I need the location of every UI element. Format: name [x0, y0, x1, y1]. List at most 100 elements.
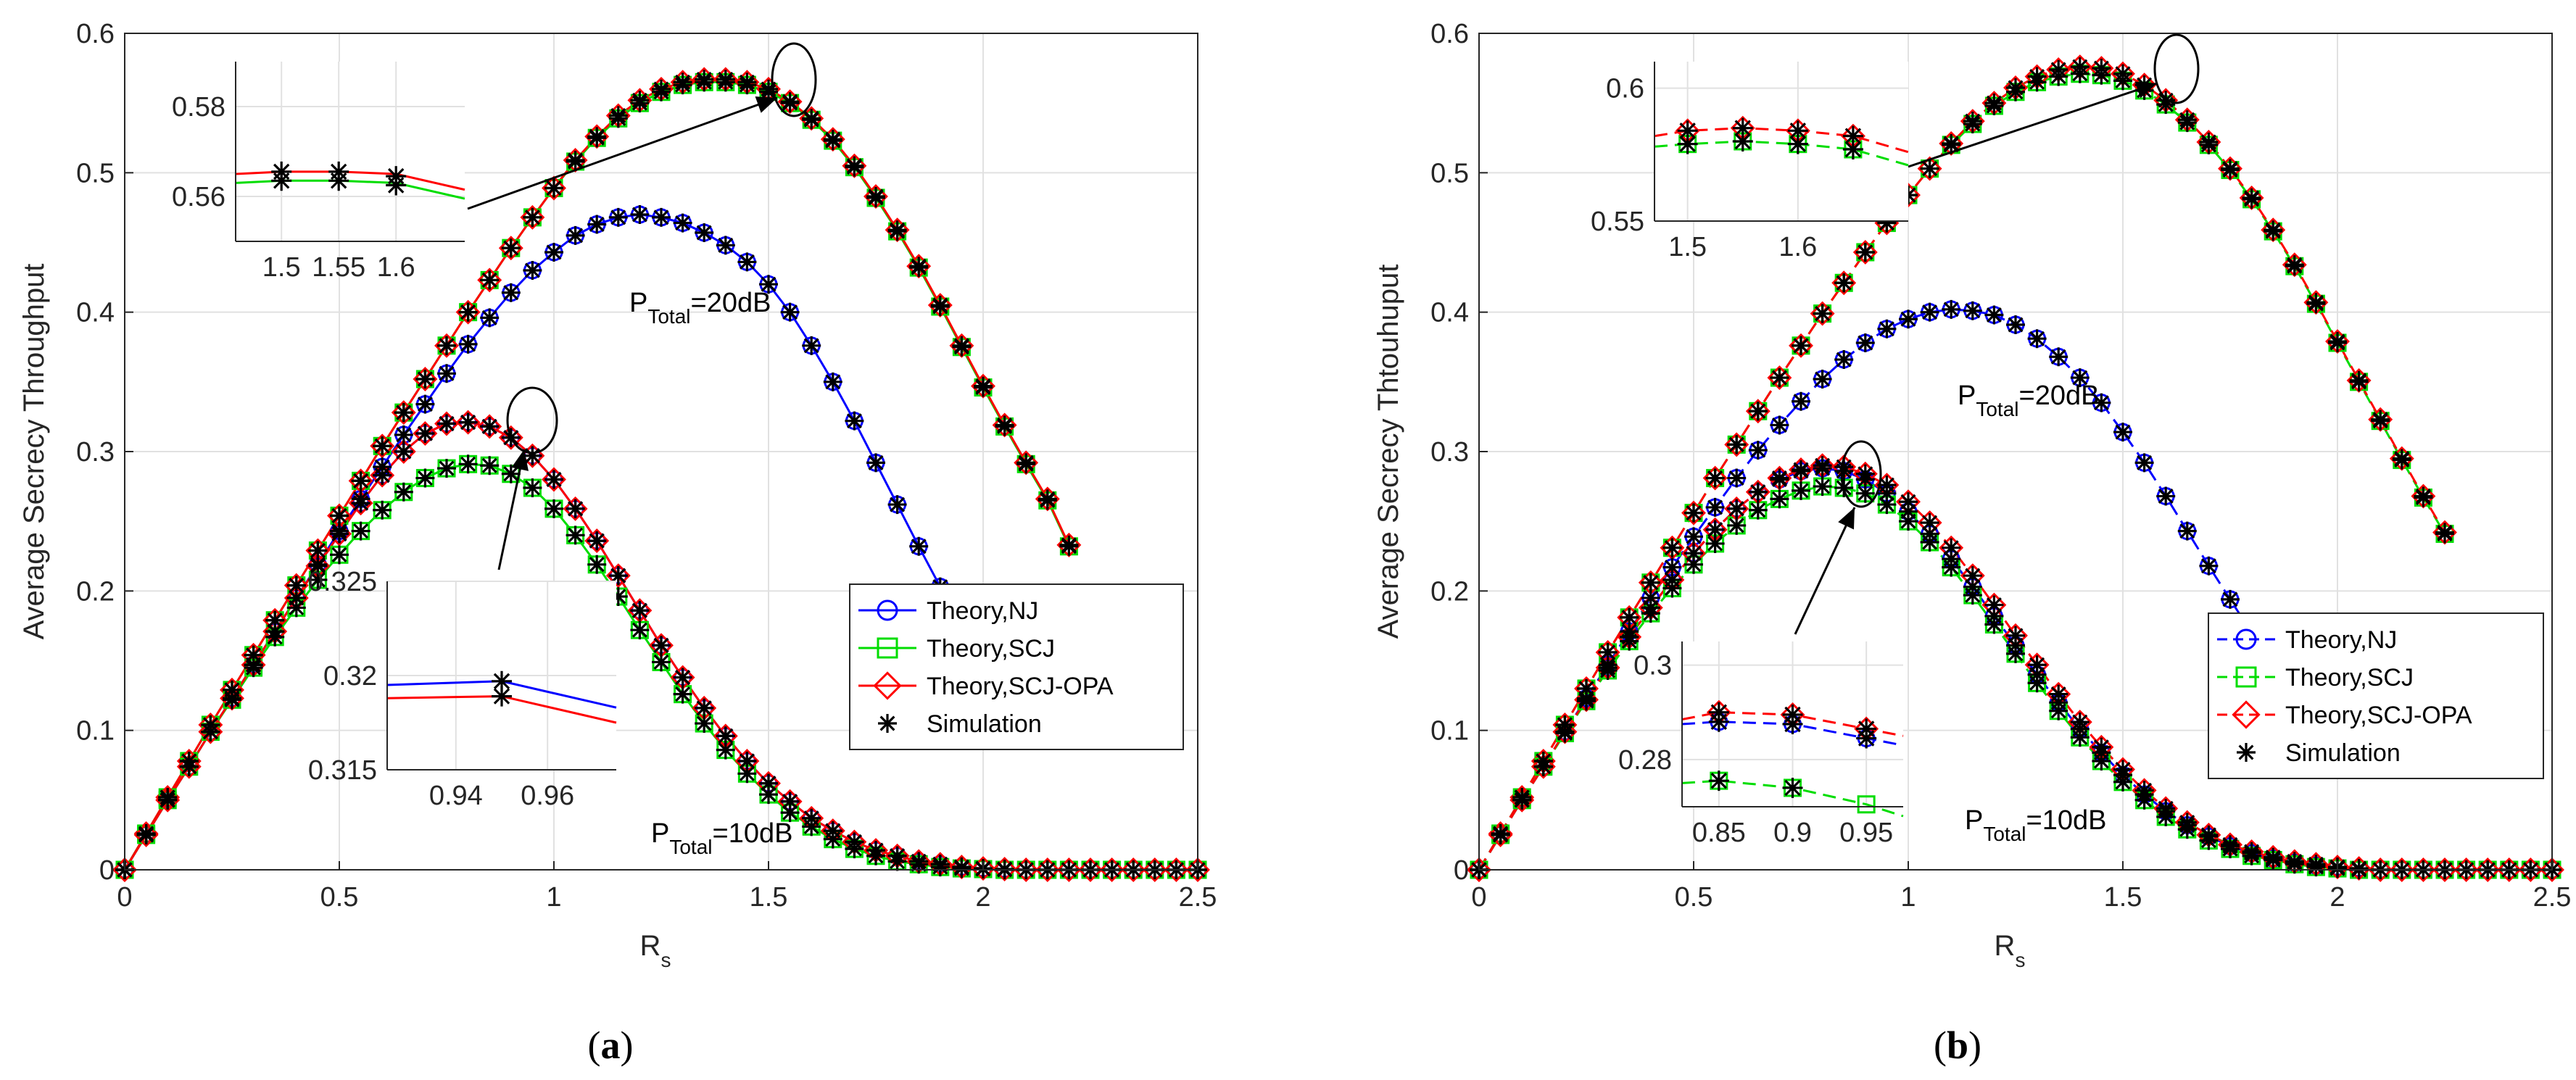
simulation-point — [2156, 486, 2176, 506]
y-tick-label: 0.3 — [1430, 437, 1469, 468]
simulation-point — [716, 70, 735, 89]
simulation-point — [2070, 728, 2090, 747]
data-point-diamond — [1702, 465, 1728, 491]
data-point-diamond — [133, 822, 159, 847]
simulation-point — [480, 308, 500, 328]
simulation-point — [866, 453, 885, 473]
simulation-point — [1877, 495, 1897, 515]
y-tick-label: 0 — [1454, 855, 1469, 886]
data-point-diamond — [992, 857, 1017, 882]
inset-x-tick-label: 0.94 — [429, 781, 483, 811]
simulation-point — [2349, 859, 2369, 878]
simulation-point — [523, 207, 542, 227]
simulation-point — [1963, 301, 1982, 320]
y-tick-label: 0.4 — [1430, 298, 1469, 328]
simulation-point — [1727, 499, 1747, 518]
inset-x-tick-label: 0.85 — [1692, 818, 1746, 848]
simulation-point — [2414, 486, 2433, 506]
data-point-diamond — [176, 754, 202, 779]
inset-simulation-point — [1732, 117, 1753, 138]
simulation-point — [909, 852, 929, 871]
x-tick-label: 1.5 — [2104, 882, 2142, 913]
data-point-diamond — [1810, 301, 1835, 326]
simulation-point — [1792, 336, 1810, 355]
simulation-point — [1877, 475, 1897, 495]
simulation-point — [2199, 825, 2219, 844]
legend-marker — [2235, 666, 2257, 688]
data-point-diamond — [391, 439, 416, 464]
simulation-point — [2113, 423, 2132, 442]
simulation-point — [2049, 701, 2068, 720]
simulation-point — [1920, 302, 1939, 322]
simulation-point — [2177, 813, 2197, 832]
simulation-point — [394, 482, 413, 502]
simulation-point — [1984, 94, 2004, 113]
data-point-diamond — [370, 433, 395, 459]
simulation-point — [523, 478, 542, 498]
simulation-point — [437, 414, 456, 433]
simulation-point — [673, 684, 692, 704]
simulation-point — [995, 415, 1014, 435]
simulation-point — [2242, 188, 2261, 207]
simulation-point — [179, 757, 199, 776]
data-point-diamond — [2540, 857, 2564, 882]
data-point-diamond — [1185, 857, 1210, 882]
simulation-point — [415, 394, 435, 414]
y-tick-label: 0.5 — [1430, 158, 1469, 188]
simulation-point — [587, 127, 607, 146]
inset-simulation-point — [492, 670, 512, 691]
simulation-point — [780, 92, 800, 112]
simulation-point — [1877, 319, 1897, 338]
simulation-point — [1984, 305, 2004, 325]
simulation-point — [952, 857, 972, 877]
inset-area — [236, 62, 465, 241]
inset-plot: 1.5 1.6 0.55 0.6 — [1591, 62, 1909, 262]
simulation-point — [1684, 527, 1703, 547]
simulation-point — [566, 151, 585, 170]
x-axis-label-subscript: s — [660, 949, 671, 971]
simulation-point — [673, 668, 692, 687]
simulation-point — [1855, 242, 1875, 262]
subfigure-paren: ) — [621, 1023, 634, 1067]
inset-y-tick-label: 0.6 — [1606, 74, 1644, 104]
simulation-point — [673, 72, 692, 92]
simulation-point — [437, 336, 456, 355]
simulation-point — [1920, 533, 1939, 552]
zoom-ellipse — [1840, 440, 1882, 508]
simulation-point — [2134, 453, 2154, 473]
inset-plot: 0.94 0.96 0.315 0.32 0.325 — [308, 567, 617, 811]
data-point-diamond — [1681, 500, 1706, 526]
data-point-diamond — [971, 856, 995, 881]
inset-y-tick-label: 0.32 — [323, 661, 377, 691]
simulation-point — [158, 790, 178, 810]
y-tick-label: 0.5 — [76, 158, 115, 188]
simulation-point — [2156, 91, 2176, 110]
data-point-diamond — [391, 400, 416, 425]
simulation-point — [1942, 299, 1961, 319]
inset-x-tick-label: 1.5 — [1668, 232, 1707, 262]
simulation-point — [587, 554, 607, 574]
legend-marker — [873, 671, 902, 700]
data-point-diamond — [1035, 857, 1060, 882]
data-point-diamond — [1917, 156, 1942, 181]
simulation-point — [1577, 678, 1596, 698]
simulation-point — [1705, 533, 1725, 553]
data-point-diamond — [455, 299, 481, 325]
simulation-point — [544, 470, 563, 489]
simulation-point — [1533, 757, 1553, 776]
simulation-point — [1855, 483, 1875, 503]
simulation-point — [759, 275, 778, 294]
simulation-point — [1059, 535, 1079, 554]
y-tick-label: 0.4 — [76, 298, 115, 328]
inset-simulation-point — [492, 686, 512, 707]
subfigure-label: (b) — [1934, 1023, 1981, 1067]
x-tick-label: 0.5 — [320, 882, 359, 913]
simulation-point — [2221, 589, 2240, 609]
simulation-point — [286, 598, 306, 618]
inset-simulation-point — [1677, 120, 1698, 141]
simulation-point — [523, 260, 542, 280]
simulation-point — [1813, 456, 1832, 475]
data-point-diamond — [1467, 857, 1491, 882]
simulation-point — [1512, 790, 1532, 810]
